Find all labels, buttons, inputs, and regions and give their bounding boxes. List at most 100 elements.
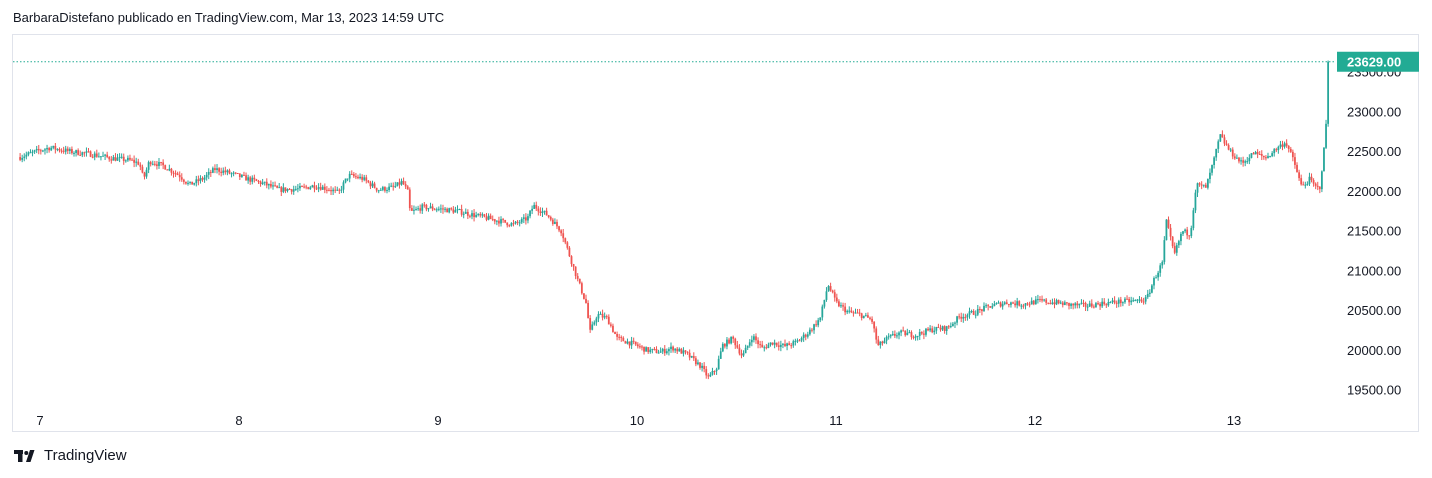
- candle-body: [918, 332, 921, 336]
- x-tick-label: 10: [630, 413, 644, 428]
- candle: [910, 330, 913, 340]
- candle-body: [564, 238, 567, 243]
- candle: [355, 172, 357, 180]
- candle-body: [601, 313, 604, 318]
- candle-body: [199, 178, 202, 182]
- candle-body: [292, 189, 295, 192]
- candle-body: [294, 188, 297, 190]
- x-tick-label: 8: [235, 413, 242, 428]
- candle: [1103, 298, 1106, 306]
- candle-body: [220, 171, 223, 173]
- tradingview-footer[interactable]: TradingView: [13, 447, 127, 464]
- candle: [952, 321, 954, 327]
- candle: [1240, 157, 1242, 165]
- candle: [1198, 182, 1201, 187]
- candle: [578, 278, 581, 285]
- candle-body: [620, 337, 623, 339]
- candle-body: [348, 173, 351, 179]
- candle-body: [156, 164, 158, 166]
- candle: [1171, 236, 1174, 249]
- candle: [1068, 302, 1070, 310]
- candle-body: [585, 298, 587, 303]
- candle-body: [131, 159, 133, 161]
- candle: [1095, 301, 1097, 308]
- candle-body: [1068, 302, 1070, 306]
- candle: [1169, 223, 1172, 241]
- candle-body: [1130, 300, 1133, 303]
- candle-body: [864, 315, 867, 317]
- candle: [643, 346, 645, 355]
- candle-body: [483, 214, 486, 217]
- candle: [562, 229, 565, 243]
- candle-body: [311, 185, 314, 188]
- candle: [620, 335, 623, 342]
- candle-body: [603, 316, 606, 318]
- candle-body: [966, 314, 969, 318]
- candle-body: [742, 353, 745, 356]
- candle-body: [1088, 303, 1091, 307]
- candle: [589, 315, 592, 333]
- candle-body: [680, 348, 683, 354]
- candle: [199, 175, 202, 184]
- candle: [83, 151, 86, 157]
- candle: [574, 266, 577, 280]
- candle: [97, 152, 100, 158]
- candle-body: [887, 336, 890, 338]
- candle: [178, 171, 181, 182]
- candle-body: [1180, 233, 1182, 242]
- candle: [267, 183, 270, 190]
- candle-body: [632, 340, 635, 342]
- candle: [1117, 297, 1120, 308]
- candle-body: [216, 168, 218, 170]
- candle-body: [1244, 161, 1247, 163]
- candle-body: [514, 221, 517, 224]
- candle-body: [1306, 183, 1309, 185]
- candle-body: [1159, 265, 1162, 273]
- candle-body: [792, 341, 795, 346]
- candle-body: [267, 183, 270, 186]
- candle: [1209, 168, 1211, 184]
- candle: [263, 181, 266, 186]
- candle: [568, 246, 571, 258]
- candle: [1248, 154, 1251, 165]
- candle-body: [1097, 303, 1099, 305]
- candle-body: [1103, 301, 1106, 305]
- candle-body: [42, 150, 44, 152]
- candle: [1219, 134, 1222, 143]
- candle-body: [1080, 302, 1083, 304]
- candle: [1325, 119, 1327, 149]
- candle: [149, 160, 152, 167]
- candle-body: [543, 210, 546, 212]
- candle: [987, 304, 990, 311]
- candle: [33, 149, 36, 154]
- candle: [881, 340, 884, 346]
- candle-body: [1310, 176, 1313, 181]
- candle: [906, 328, 909, 336]
- candle: [784, 339, 786, 348]
- candle-body: [493, 219, 496, 222]
- candle-body: [1248, 157, 1251, 162]
- candle-body: [475, 214, 478, 218]
- candle-body: [315, 188, 318, 190]
- candle: [189, 181, 191, 185]
- candle-body: [1121, 302, 1124, 304]
- candle: [211, 166, 214, 174]
- candle-body: [570, 256, 573, 265]
- candle-body: [566, 242, 569, 248]
- candle-body: [753, 336, 755, 340]
- candle: [788, 341, 791, 346]
- candle-body: [1039, 299, 1041, 301]
- candle-body: [249, 177, 252, 182]
- candle: [893, 330, 896, 339]
- candle: [309, 185, 312, 190]
- candle: [690, 355, 693, 359]
- y-tick-label: 22500.00: [1347, 144, 1401, 159]
- candle: [506, 222, 509, 228]
- candle: [680, 347, 683, 354]
- candle: [721, 342, 724, 353]
- candle: [947, 324, 950, 330]
- candle-body: [583, 293, 585, 299]
- candle: [804, 333, 807, 341]
- candle: [885, 335, 888, 345]
- candle-body: [1146, 293, 1149, 298]
